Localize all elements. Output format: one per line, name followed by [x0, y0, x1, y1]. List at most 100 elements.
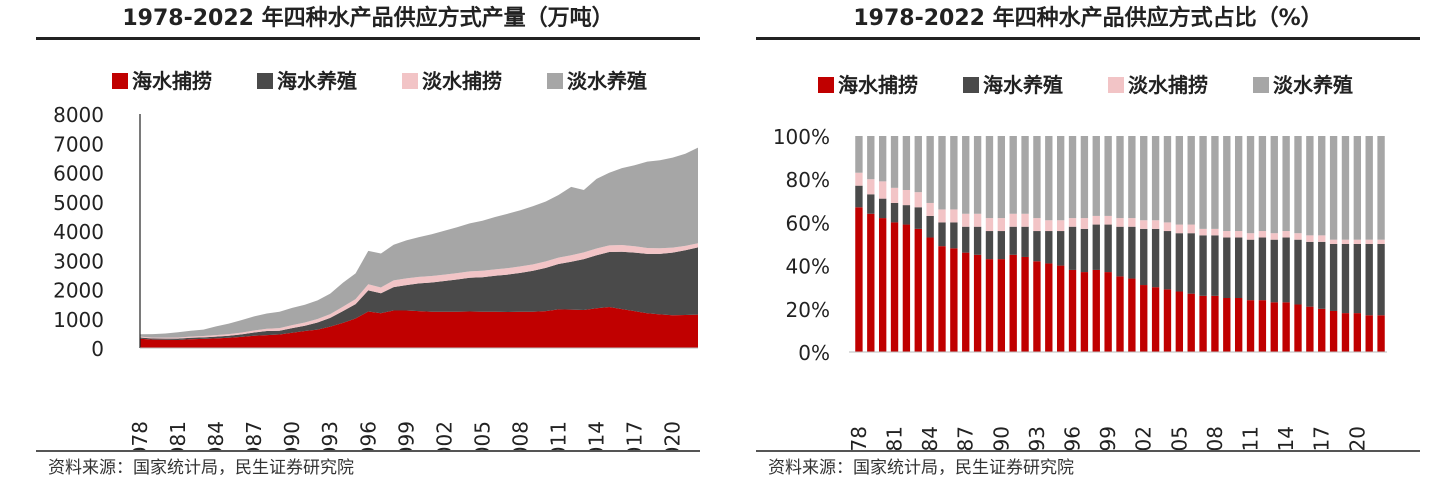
right-bar-2012-淡水养殖 — [1258, 136, 1267, 232]
left-x-tick-2020: 2020 — [661, 421, 685, 450]
left-x-tick-1996: 1996 — [356, 421, 380, 450]
right-legend-swatch-2 — [1108, 77, 1124, 93]
right-bar-2017-海水养殖 — [1318, 241, 1326, 309]
right-bar-1995-淡水捕捞 — [1056, 220, 1065, 232]
right-x-tick-2005: 2005 — [1167, 426, 1191, 450]
right-bar-2001-淡水养殖 — [1128, 136, 1136, 219]
right-y-tick-4: 80% — [786, 168, 830, 192]
right-bar-1987-淡水养殖 — [962, 136, 970, 214]
left-x-tick-1981: 1981 — [166, 421, 190, 450]
right-bar-2000-淡水养殖 — [1116, 136, 1124, 219]
right-bar-2007-海水捕捞 — [1199, 295, 1207, 352]
right-bar-1981-海水养殖 — [890, 202, 899, 223]
left-x-tick-2008: 2008 — [508, 421, 532, 450]
left-legend-swatch-2 — [402, 73, 418, 89]
right-bar-1985-海水捕捞 — [938, 246, 946, 352]
right-bar-2009-海水捕捞 — [1223, 298, 1231, 352]
right-bar-1996-海水养殖 — [1068, 226, 1077, 270]
right-bar-1992-海水养殖 — [1021, 226, 1029, 257]
right-x-tick-1990: 1990 — [989, 426, 1013, 450]
right-bar-1980-海水养殖 — [878, 198, 887, 219]
right-chart-panel: 1978-2022 年四种水产品供应方式占比（%） 海水捕捞 海水养殖 淡水捕捞 淡水… — [720, 0, 1440, 494]
right-bar-2017-海水捕捞 — [1318, 308, 1326, 352]
right-bar-chart: 海水捕捞 海水养殖 淡水捕捞 淡水养殖 0% 20% 40% 60% 80% 100% 1978 19… — [773, 73, 1387, 450]
right-bar-1981-淡水捕捞 — [890, 187, 899, 203]
right-bar-1990-淡水养殖 — [997, 136, 1006, 219]
right-x-tick-1996: 1996 — [1061, 426, 1085, 450]
right-bar-2019-淡水养殖 — [1341, 136, 1350, 240]
right-x-tick-2014: 2014 — [1274, 426, 1298, 450]
right-bar-1978-淡水捕捞 — [855, 172, 863, 186]
right-bar-1998-海水养殖 — [1092, 224, 1100, 270]
right-bar-2006-海水捕捞 — [1187, 293, 1195, 352]
right-bar-2007-淡水捕捞 — [1199, 228, 1207, 236]
left-x-tick-2014: 2014 — [585, 421, 609, 450]
right-bar-2018-海水养殖 — [1329, 244, 1338, 311]
right-bar-2019-海水捕捞 — [1341, 313, 1350, 352]
left-x-tick-1987: 1987 — [242, 421, 266, 450]
left-source-note: 资料来源：国家统计局，民生证券研究院 — [48, 458, 354, 478]
right-bar-2011-海水捕捞 — [1246, 300, 1255, 352]
right-bar-1988-海水捕捞 — [973, 254, 982, 352]
right-bar-2011-淡水捕捞 — [1246, 233, 1255, 240]
left-legend-label-1: 海水养殖 — [277, 69, 357, 93]
right-bar-2016-淡水捕捞 — [1306, 235, 1314, 242]
right-bar-2006-海水养殖 — [1187, 233, 1195, 294]
right-bar-2010-海水捕捞 — [1234, 298, 1243, 352]
right-bar-2021-海水养殖 — [1365, 244, 1373, 316]
right-bar-2015-淡水捕捞 — [1294, 233, 1302, 240]
right-bar-1983-海水养殖 — [914, 207, 922, 229]
left-y-tick-6000: 6000 — [53, 162, 104, 186]
right-bar-1992-淡水养殖 — [1021, 136, 1029, 214]
right-bar-2008-淡水捕捞 — [1211, 228, 1219, 236]
right-bar-1985-淡水捕捞 — [938, 209, 946, 223]
right-bar-1999-淡水捕捞 — [1104, 215, 1112, 225]
right-bar-2013-淡水养殖 — [1270, 136, 1278, 234]
left-legend-label-2: 淡水捕捞 — [422, 69, 502, 93]
right-bar-2010-海水养殖 — [1234, 237, 1243, 298]
left-y-tick-4000: 4000 — [53, 220, 104, 244]
right-y-tick-5: 100% — [773, 125, 830, 149]
right-bar-1982-淡水养殖 — [902, 136, 911, 190]
right-bar-1999-海水捕捞 — [1104, 272, 1112, 352]
right-bar-2018-海水捕捞 — [1329, 310, 1338, 352]
right-bar-2004-淡水养殖 — [1163, 136, 1172, 223]
right-bar-2014-海水养殖 — [1282, 237, 1290, 303]
right-bar-2018-淡水捕捞 — [1329, 239, 1338, 244]
left-legend-label-3: 淡水养殖 — [567, 69, 647, 93]
left-area-chart: 海水捕捞 海水养殖 淡水捕捞 淡水养殖 0 1000 2000 3000 4000 5000 600… — [53, 69, 698, 450]
right-bar-2008-淡水养殖 — [1211, 136, 1219, 229]
right-bar-1986-淡水捕捞 — [950, 209, 958, 223]
right-bar-1982-海水养殖 — [902, 205, 911, 225]
right-legend-swatch-1 — [963, 77, 979, 93]
right-bar-2003-海水捕捞 — [1151, 287, 1160, 352]
right-bar-1989-淡水养殖 — [985, 136, 994, 219]
left-chart-title: 1978-2022 年四种水产品供应方式产量（万吨） — [122, 6, 614, 31]
right-bar-1994-海水捕捞 — [1045, 263, 1053, 352]
right-x-tick-2011: 2011 — [1239, 426, 1263, 450]
right-x-tick-2008: 2008 — [1203, 426, 1227, 450]
right-bar-2006-淡水捕捞 — [1187, 224, 1195, 234]
right-bar-1986-海水养殖 — [950, 222, 958, 249]
right-bar-2004-海水捕捞 — [1163, 289, 1172, 352]
left-chart-panel: 1978-2022 年四种水产品供应方式产量（万吨） 海水捕捞 海水养殖 淡水捕捞 淡… — [36, 6, 700, 478]
left-source-rule — [36, 450, 700, 452]
right-bar-2020-海水养殖 — [1353, 244, 1362, 314]
right-legend-label-2: 淡水捕捞 — [1128, 73, 1208, 97]
right-bar-1998-淡水养殖 — [1092, 136, 1100, 216]
right-y-tick-0: 0% — [798, 341, 830, 365]
right-y-tick-3: 60% — [786, 211, 830, 235]
right-bar-2018-淡水养殖 — [1329, 136, 1338, 240]
right-bar-2022-海水养殖 — [1377, 244, 1385, 316]
right-bar-2003-淡水养殖 — [1151, 136, 1160, 221]
right-bar-1993-淡水养殖 — [1033, 136, 1041, 219]
right-legend-swatch-3 — [1253, 77, 1269, 93]
left-y-tick-5000: 5000 — [53, 191, 104, 215]
right-bar-2013-淡水捕捞 — [1270, 233, 1278, 240]
right-bar-2002-淡水捕捞 — [1140, 220, 1148, 229]
right-bar-2022-淡水捕捞 — [1377, 239, 1385, 244]
right-bar-1990-海水养殖 — [997, 231, 1006, 260]
right-y-tick-2: 40% — [786, 255, 830, 279]
right-x-tick-1993: 1993 — [1025, 426, 1049, 450]
right-bar-1985-淡水养殖 — [938, 136, 946, 210]
